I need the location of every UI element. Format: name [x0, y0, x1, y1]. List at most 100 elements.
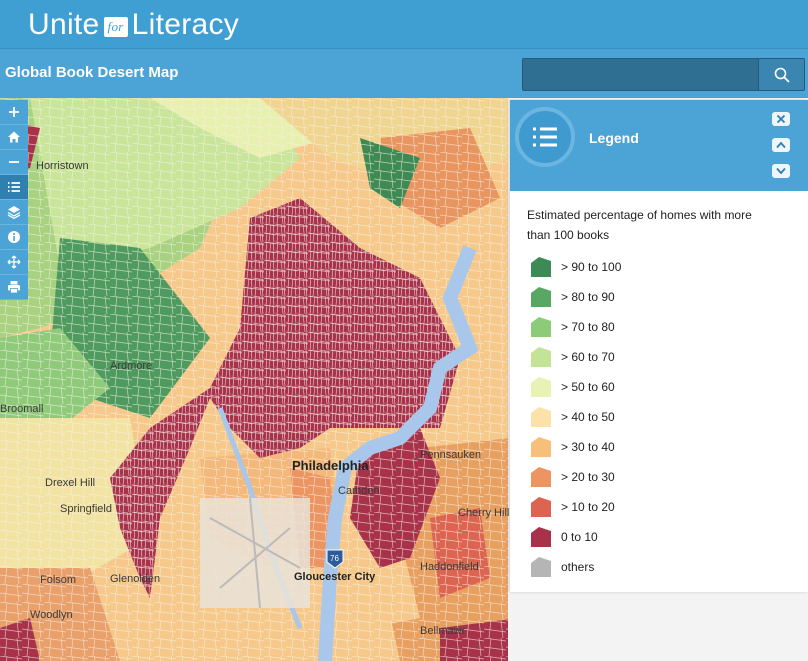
legend-swatch	[531, 377, 551, 397]
unite-for-literacy-logo[interactable]: Unite for Literacy	[28, 7, 239, 43]
map-label-ardmore: Ardmore	[110, 360, 152, 372]
list-icon	[8, 182, 20, 192]
chevron-up-icon	[776, 141, 786, 149]
legend-swatch	[531, 317, 551, 337]
print-button[interactable]	[0, 275, 28, 300]
legend-description: Estimated percentage of homes with more …	[527, 208, 752, 242]
map-toolbar	[0, 100, 28, 300]
zoom-out-button[interactable]	[0, 150, 28, 175]
legend-swatch	[531, 287, 551, 307]
minus-icon	[9, 161, 19, 163]
map-label-bellmawr: Bellmawr	[420, 625, 466, 637]
close-icon	[776, 114, 786, 124]
legend-swatch-shape	[531, 557, 551, 577]
legend-label: > 80 to 90	[561, 290, 615, 304]
map-label-gloucester-city: Gloucester City	[294, 571, 376, 583]
legend-collapse-button[interactable]	[772, 138, 790, 152]
home-button[interactable]	[0, 125, 28, 150]
logo-text-right: Literacy	[131, 8, 240, 41]
legend-swatch	[531, 437, 551, 457]
legend-badge	[515, 107, 575, 167]
legend-swatch-shape	[531, 437, 551, 457]
legend-swatch	[531, 467, 551, 487]
legend-swatch	[531, 557, 551, 577]
map-label-philadelphia: Philadelphia	[292, 458, 369, 473]
legend-item: > 40 to 50	[527, 402, 808, 432]
home-icon	[8, 131, 20, 143]
map-label-horristown: Horristown	[36, 160, 89, 172]
print-icon	[8, 281, 20, 294]
map-label-pennsauken: Pennsauken	[420, 449, 481, 461]
logo-for-badge: for	[103, 17, 128, 37]
legend-item: 0 to 10	[527, 522, 808, 552]
legend-list: > 90 to 100 > 80 to 90 > 70 to 80 > 60 t…	[527, 252, 808, 582]
legend-body: Estimated percentage of homes with more …	[510, 191, 808, 582]
legend-label: > 60 to 70	[561, 350, 615, 364]
legend-item: > 20 to 30	[527, 462, 808, 492]
legend-swatch-shape	[531, 317, 551, 337]
brand-bar: Unite for Literacy	[0, 0, 808, 48]
legend-item: > 60 to 70	[527, 342, 808, 372]
legend-swatch	[531, 257, 551, 277]
legend-item: > 10 to 20	[527, 492, 808, 522]
legend-swatch-shape	[531, 497, 551, 517]
legend-panel: Legend Estimated percentage of homes wit…	[510, 100, 808, 592]
info-button[interactable]	[0, 225, 28, 250]
legend-swatch-shape	[531, 347, 551, 367]
legend-title: Legend	[589, 130, 639, 146]
svg-text:76: 76	[330, 554, 339, 563]
legend-header: Legend	[510, 100, 808, 191]
legend-swatch-shape	[531, 407, 551, 427]
search-input[interactable]	[522, 58, 759, 91]
legend-item: > 50 to 60	[527, 372, 808, 402]
map-label-haddonfield: Haddonfield	[420, 561, 479, 573]
map-label-folsom: Folsom	[40, 574, 76, 586]
legend-label: > 30 to 40	[561, 440, 615, 454]
legend-label: > 10 to 20	[561, 500, 615, 514]
map-label-cherry-hill: Cherry Hill	[458, 507, 509, 519]
legend-label: > 70 to 80	[561, 320, 615, 334]
legend-swatch	[531, 347, 551, 367]
map-label-woodlyn: Woodlyn	[30, 609, 73, 621]
legend-label: > 20 to 30	[561, 470, 615, 484]
map-label-broomall: Broomall	[0, 403, 43, 415]
legend-item: > 80 to 90	[527, 282, 808, 312]
list-icon	[533, 127, 557, 147]
zoom-in-button[interactable]	[0, 100, 28, 125]
search-button[interactable]	[759, 58, 805, 91]
legend-item: > 70 to 80	[527, 312, 808, 342]
legend-item: > 90 to 100	[527, 252, 808, 282]
layers-button[interactable]	[0, 200, 28, 225]
logo-text-left: Unite	[28, 8, 100, 41]
page-title: Global Book Desert Map	[5, 64, 179, 81]
legend-label: 0 to 10	[561, 530, 598, 544]
legend-expand-button[interactable]	[772, 164, 790, 178]
move-icon	[7, 255, 21, 269]
chevron-down-icon	[776, 167, 786, 175]
legend-item: others	[527, 552, 808, 582]
legend-close-button[interactable]	[772, 112, 790, 126]
legend-swatch	[531, 497, 551, 517]
legend-swatch-shape	[531, 467, 551, 487]
locate-button[interactable]	[0, 250, 28, 275]
legend-swatch-shape	[531, 527, 551, 547]
search-icon	[774, 67, 790, 83]
legend-label: > 40 to 50	[561, 410, 615, 424]
legend-swatch-shape	[531, 287, 551, 307]
legend-swatch	[531, 527, 551, 547]
legend-swatch	[531, 407, 551, 427]
app-header: Global Book Desert Map	[0, 48, 808, 98]
map-label-glenolden: Glenolden	[110, 573, 160, 585]
legend-label: > 90 to 100	[561, 260, 622, 274]
map-label-camden: Camden	[338, 485, 380, 497]
legend-swatch-shape	[531, 257, 551, 277]
legend-item: > 30 to 40	[527, 432, 808, 462]
map-label-springfield: Springfield	[60, 503, 112, 515]
legend-button[interactable]	[0, 175, 28, 200]
route-shield: 76	[326, 549, 344, 569]
plus-icon	[9, 107, 19, 117]
legend-label: > 50 to 60	[561, 380, 615, 394]
info-icon	[8, 231, 20, 243]
layers-icon	[7, 206, 21, 219]
legend-swatch-shape	[531, 377, 551, 397]
